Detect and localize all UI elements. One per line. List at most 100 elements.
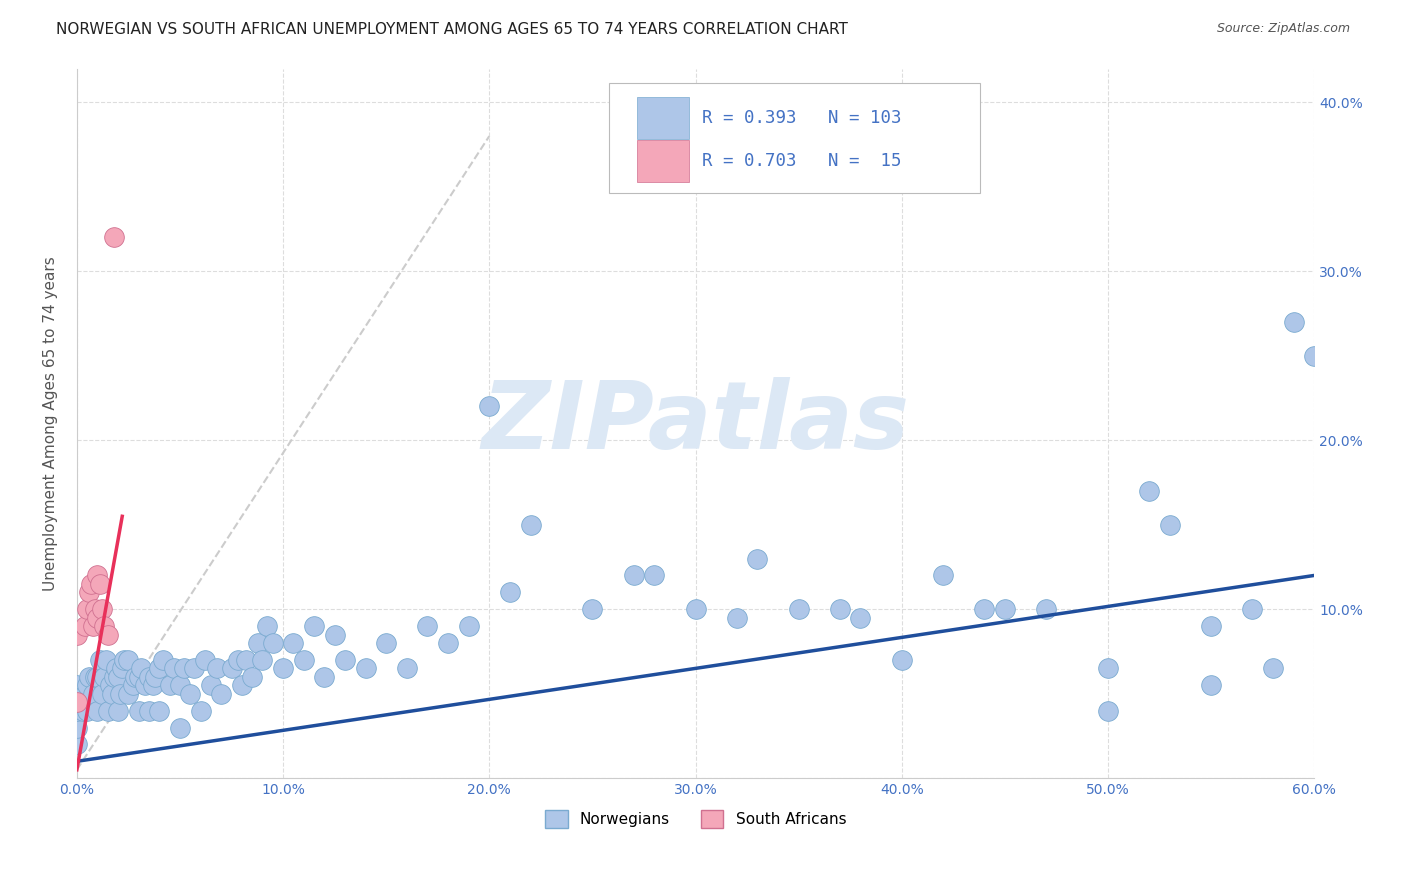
Point — [828, 602, 851, 616]
Point — [747, 551, 769, 566]
Point — [183, 661, 205, 675]
Point — [169, 721, 191, 735]
Point — [231, 678, 253, 692]
Point — [143, 670, 166, 684]
Point — [117, 653, 139, 667]
Point — [1097, 704, 1119, 718]
Point — [66, 738, 89, 752]
Point — [107, 704, 129, 718]
Point — [643, 568, 665, 582]
Point — [112, 653, 135, 667]
Point — [581, 602, 603, 616]
Point — [111, 661, 134, 675]
Point — [76, 678, 98, 692]
Point — [437, 636, 460, 650]
Point — [890, 653, 912, 667]
Point — [77, 585, 100, 599]
Point — [121, 678, 143, 692]
Point — [256, 619, 278, 633]
Point — [66, 695, 89, 709]
Point — [86, 610, 108, 624]
Point — [75, 687, 97, 701]
Point — [173, 661, 195, 675]
Point — [252, 653, 274, 667]
Point — [66, 627, 89, 641]
Point — [84, 602, 107, 616]
Point — [932, 568, 955, 582]
Point — [107, 670, 129, 684]
Y-axis label: Unemployment Among Ages 65 to 74 years: Unemployment Among Ages 65 to 74 years — [44, 256, 58, 591]
Point — [323, 627, 346, 641]
Point — [142, 678, 165, 692]
Point — [89, 653, 111, 667]
Point — [271, 661, 294, 675]
Point — [395, 661, 418, 675]
Point — [75, 619, 97, 633]
Text: NORWEGIAN VS SOUTH AFRICAN UNEMPLOYMENT AMONG AGES 65 TO 74 YEARS CORRELATION CH: NORWEGIAN VS SOUTH AFRICAN UNEMPLOYMENT … — [56, 22, 848, 37]
Point — [302, 619, 325, 633]
FancyBboxPatch shape — [637, 140, 689, 182]
Point — [89, 577, 111, 591]
FancyBboxPatch shape — [609, 83, 980, 193]
Point — [101, 687, 124, 701]
Point — [103, 670, 125, 684]
Point — [787, 602, 810, 616]
Point — [76, 704, 98, 718]
Point — [375, 636, 398, 650]
Point — [97, 627, 120, 641]
Point — [247, 636, 270, 650]
Point — [93, 670, 115, 684]
Point — [90, 687, 112, 701]
Text: R = 0.703   N =  15: R = 0.703 N = 15 — [702, 152, 901, 169]
Point — [128, 704, 150, 718]
Point — [169, 678, 191, 692]
Point — [1035, 602, 1057, 616]
Point — [105, 661, 128, 675]
Point — [128, 670, 150, 684]
Point — [163, 661, 186, 675]
Point — [623, 568, 645, 582]
Point — [333, 653, 356, 667]
Point — [725, 610, 748, 624]
Point — [262, 636, 284, 650]
Point — [72, 704, 94, 718]
Point — [205, 661, 228, 675]
Point — [478, 400, 501, 414]
Point — [1097, 661, 1119, 675]
Point — [1261, 661, 1284, 675]
Point — [103, 230, 125, 244]
Legend: Norwegians, South Africans: Norwegians, South Africans — [538, 804, 852, 834]
Point — [292, 653, 315, 667]
Text: Source: ZipAtlas.com: Source: ZipAtlas.com — [1216, 22, 1350, 36]
Text: ZIPatlas: ZIPatlas — [481, 377, 910, 469]
Point — [973, 602, 995, 616]
Point — [129, 661, 152, 675]
Point — [1303, 349, 1326, 363]
Text: R = 0.393   N = 103: R = 0.393 N = 103 — [702, 109, 901, 128]
Point — [283, 636, 305, 650]
Point — [108, 687, 131, 701]
Point — [86, 670, 108, 684]
Point — [194, 653, 217, 667]
Point — [94, 653, 117, 667]
Point — [117, 687, 139, 701]
Point — [1137, 483, 1160, 498]
Point — [66, 721, 89, 735]
Point — [82, 687, 104, 701]
Point — [1282, 315, 1305, 329]
Point — [1199, 678, 1222, 692]
Point — [235, 653, 257, 667]
Point — [86, 704, 108, 718]
Point — [76, 602, 98, 616]
Point — [93, 619, 115, 633]
Point — [148, 704, 170, 718]
FancyBboxPatch shape — [637, 97, 689, 139]
Point — [124, 670, 146, 684]
Point — [82, 619, 104, 633]
Point — [240, 670, 263, 684]
Point — [80, 577, 103, 591]
Point — [354, 661, 377, 675]
Point — [98, 678, 121, 692]
Point — [994, 602, 1017, 616]
Point — [519, 517, 541, 532]
